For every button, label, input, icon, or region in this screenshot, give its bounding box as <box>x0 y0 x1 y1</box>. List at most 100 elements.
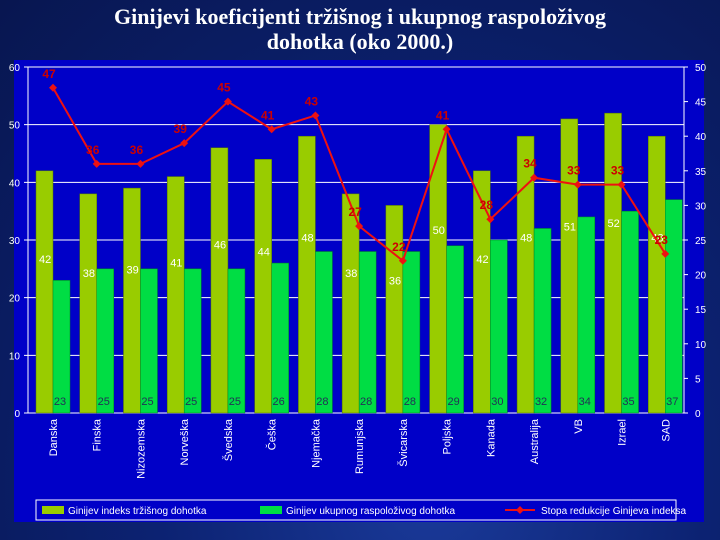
bar-market-6 <box>298 135 316 414</box>
reduction-label-12: 33 <box>567 164 581 178</box>
y-tick-left: 0 <box>14 409 20 420</box>
legend-label-reduction: Stopa redukcije Ginijeva indeksa <box>541 506 687 517</box>
legend-label-disposable: Ginijev ukupnog raspoloživog dohotka <box>286 506 455 517</box>
legend-swatch-market <box>42 506 64 514</box>
label-market-6: 48 <box>301 232 313 244</box>
y-tick-right: 25 <box>695 236 707 247</box>
label-market-4: 46 <box>214 240 226 252</box>
label-market-10: 42 <box>476 254 488 266</box>
label-disposable-5: 26 <box>273 396 285 408</box>
label-disposable-11: 32 <box>535 396 547 408</box>
reduction-point-12 <box>573 180 582 189</box>
category-label-5: Češka <box>266 418 279 450</box>
y-tick-right: 30 <box>695 201 707 212</box>
title-line-1: Ginijevi koeficijenti tržišnog i ukupnog… <box>114 4 606 29</box>
bar-disposable-5 <box>271 262 289 414</box>
y-tick-left: 60 <box>9 63 21 74</box>
label-disposable-2: 25 <box>141 396 153 408</box>
bar-disposable-7 <box>358 251 377 414</box>
label-disposable-12: 34 <box>579 396 591 408</box>
bar-market-3 <box>166 176 185 414</box>
reduction-point-6 <box>311 111 320 120</box>
reduction-point-3 <box>180 139 189 148</box>
reduction-label-6: 43 <box>305 94 319 108</box>
slide-title: Ginijevi koeficijenti tržišnog i ukupnog… <box>0 4 720 54</box>
reduction-point-1 <box>92 159 101 168</box>
bar-disposable-12 <box>577 216 596 414</box>
y-tick-right: 5 <box>695 374 701 385</box>
category-label-10: Kanada <box>485 418 497 457</box>
legend-swatch-disposable <box>260 506 282 514</box>
legend-label-market: Ginijev indeks tržišnog dohotka <box>68 506 207 517</box>
reduction-point-0 <box>49 83 57 92</box>
bar-market-0 <box>35 170 54 414</box>
label-disposable-6: 28 <box>316 396 328 408</box>
reduction-label-8: 22 <box>392 240 406 254</box>
bar-market-8 <box>385 205 404 414</box>
category-label-4: Švedska <box>222 418 235 461</box>
reduction-label-0: 47 <box>42 67 56 81</box>
bar-market-9 <box>429 124 447 414</box>
label-market-12: 51 <box>564 222 576 234</box>
y-tick-right: 40 <box>695 132 707 143</box>
bar-market-4 <box>210 147 229 414</box>
reduction-label-1: 36 <box>86 143 100 157</box>
reduction-point-11 <box>530 173 539 182</box>
reduction-point-2 <box>136 159 145 168</box>
label-disposable-3: 25 <box>185 396 197 408</box>
bar-market-14 <box>648 135 666 414</box>
category-label-2: Nizozemska <box>135 418 147 479</box>
reduction-point-4 <box>223 97 232 106</box>
y-tick-right: 45 <box>695 98 707 109</box>
y-tick-right: 50 <box>695 63 707 74</box>
y-tick-left: 40 <box>9 178 21 189</box>
label-market-9: 50 <box>433 225 445 237</box>
category-label-14: SAD <box>660 419 672 442</box>
reduction-point-7 <box>355 222 364 231</box>
category-label-8: Švicarska <box>397 418 410 467</box>
category-label-11: Australija <box>529 418 541 464</box>
reduction-label-3: 39 <box>174 122 188 136</box>
label-disposable-10: 30 <box>491 396 503 408</box>
reduction-label-9: 41 <box>436 108 450 122</box>
bar-disposable-13 <box>621 210 639 414</box>
label-market-2: 39 <box>126 265 138 277</box>
y-tick-left: 20 <box>9 294 21 305</box>
bar-market-5 <box>254 159 272 414</box>
category-label-9: Poljska <box>442 418 454 454</box>
bar-disposable-14 <box>665 199 683 414</box>
legend-marker-reduction <box>516 506 524 514</box>
y-tick-left: 10 <box>9 351 21 362</box>
label-disposable-14: 37 <box>666 396 678 408</box>
category-label-1: Finska <box>92 418 104 451</box>
label-market-5: 44 <box>258 247 270 259</box>
bar-market-2 <box>123 187 141 414</box>
bar-disposable-9 <box>446 245 464 414</box>
label-disposable-1: 25 <box>98 396 110 408</box>
label-market-0: 42 <box>39 254 51 266</box>
label-market-3: 41 <box>170 257 182 269</box>
reduction-label-10: 28 <box>480 198 494 212</box>
label-market-7: 38 <box>345 268 357 280</box>
y-tick-left: 50 <box>9 121 21 132</box>
bar-disposable-4 <box>227 268 246 414</box>
label-market-13: 52 <box>608 218 620 230</box>
reduction-label-11: 34 <box>523 157 537 171</box>
bar-disposable-2 <box>140 268 158 414</box>
reduction-point-8 <box>398 256 407 265</box>
bar-market-13 <box>604 112 622 414</box>
reduction-label-14: 23 <box>655 233 669 247</box>
bar-disposable-0 <box>52 280 71 414</box>
bar-disposable-1 <box>96 268 114 414</box>
y-tick-right: 15 <box>695 305 707 316</box>
y-tick-right: 10 <box>695 340 707 351</box>
title-line-2: dohotka (oko 2000.) <box>266 29 454 54</box>
y-tick-right: 35 <box>695 167 707 178</box>
y-tick-right: 20 <box>695 271 707 282</box>
reduction-label-7: 27 <box>348 205 362 219</box>
reduction-label-4: 45 <box>217 81 231 95</box>
reduction-point-5 <box>267 125 276 134</box>
bar-disposable-10 <box>490 239 508 414</box>
label-disposable-9: 29 <box>447 396 459 408</box>
